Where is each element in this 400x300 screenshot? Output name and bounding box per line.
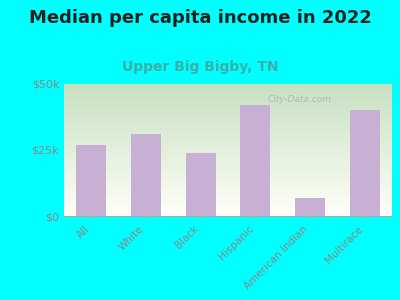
Bar bbox=[240, 105, 270, 216]
Bar bbox=[186, 153, 216, 216]
Text: Upper Big Bigby, TN: Upper Big Bigby, TN bbox=[122, 60, 278, 74]
Text: Median per capita income in 2022: Median per capita income in 2022 bbox=[28, 9, 372, 27]
Bar bbox=[295, 197, 325, 216]
Text: City-Data.com: City-Data.com bbox=[267, 95, 331, 104]
Bar bbox=[76, 145, 106, 216]
Bar bbox=[350, 110, 380, 216]
Bar bbox=[131, 134, 161, 216]
